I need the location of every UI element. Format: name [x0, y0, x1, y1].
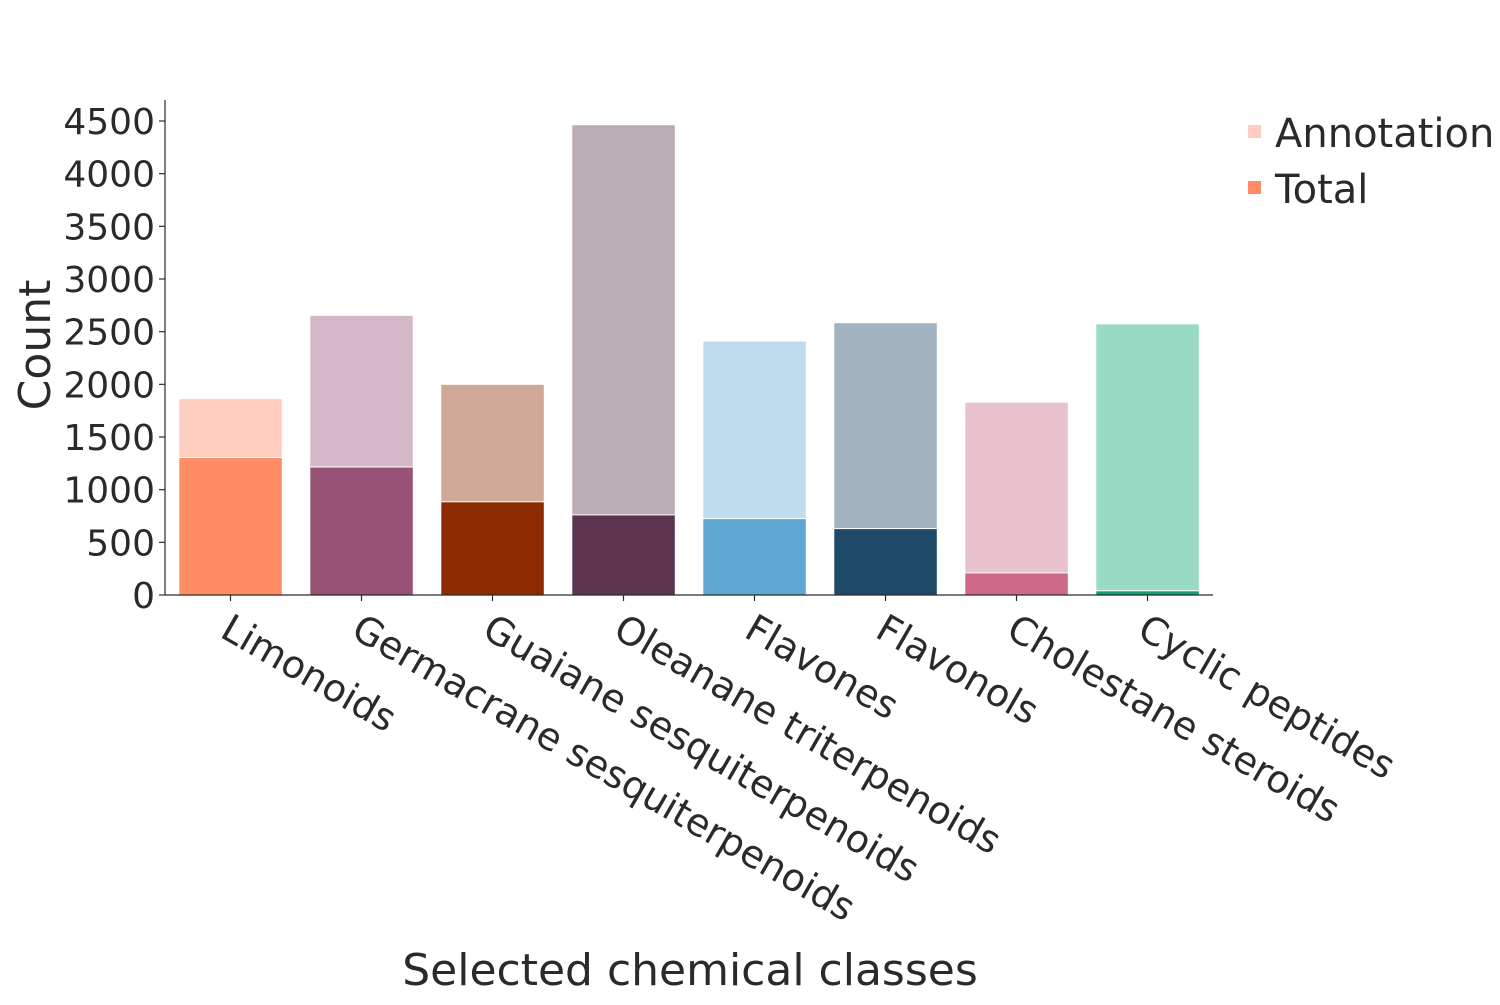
y-tick-label: 1000 — [63, 471, 155, 512]
x-axis-title: Selected chemical classes — [402, 945, 978, 996]
y-tick-label: 0 — [132, 576, 155, 617]
total-bar-2 — [309, 466, 414, 596]
legend: Annotation Total — [1248, 111, 1494, 213]
y-tick-label: 4500 — [63, 102, 155, 143]
legend-label-annotation: Annotation — [1275, 111, 1494, 157]
y-tick-label: 3500 — [63, 207, 155, 248]
total-bar-5 — [702, 518, 807, 596]
y-axis: 0 500 1000 1500 2000 2500 3000 3500 4000 4500 — [63, 100, 166, 617]
total-bar-4 — [571, 514, 676, 596]
legend-swatch-annotation — [1248, 125, 1261, 138]
total-bar-3 — [440, 501, 545, 596]
y-axis-title: Count — [10, 280, 61, 411]
y-tick-label: 4000 — [63, 155, 155, 196]
legend-label-total: Total — [1274, 167, 1368, 213]
legend-swatch-total — [1248, 181, 1261, 194]
y-tick-label: 500 — [86, 523, 155, 564]
total-bar-7 — [964, 572, 1069, 596]
total-bar-1 — [178, 457, 283, 596]
annotation-bar-7 — [964, 401, 1069, 596]
y-tick-label: 1500 — [63, 418, 155, 459]
y-tick-label: 3000 — [63, 260, 155, 301]
y-tick-label: 2000 — [63, 365, 155, 406]
y-tick-label: 2500 — [63, 313, 155, 354]
annotation-bar-8 — [1095, 323, 1200, 596]
total-bar-8 — [1095, 590, 1200, 596]
total-bar-6 — [833, 528, 938, 596]
